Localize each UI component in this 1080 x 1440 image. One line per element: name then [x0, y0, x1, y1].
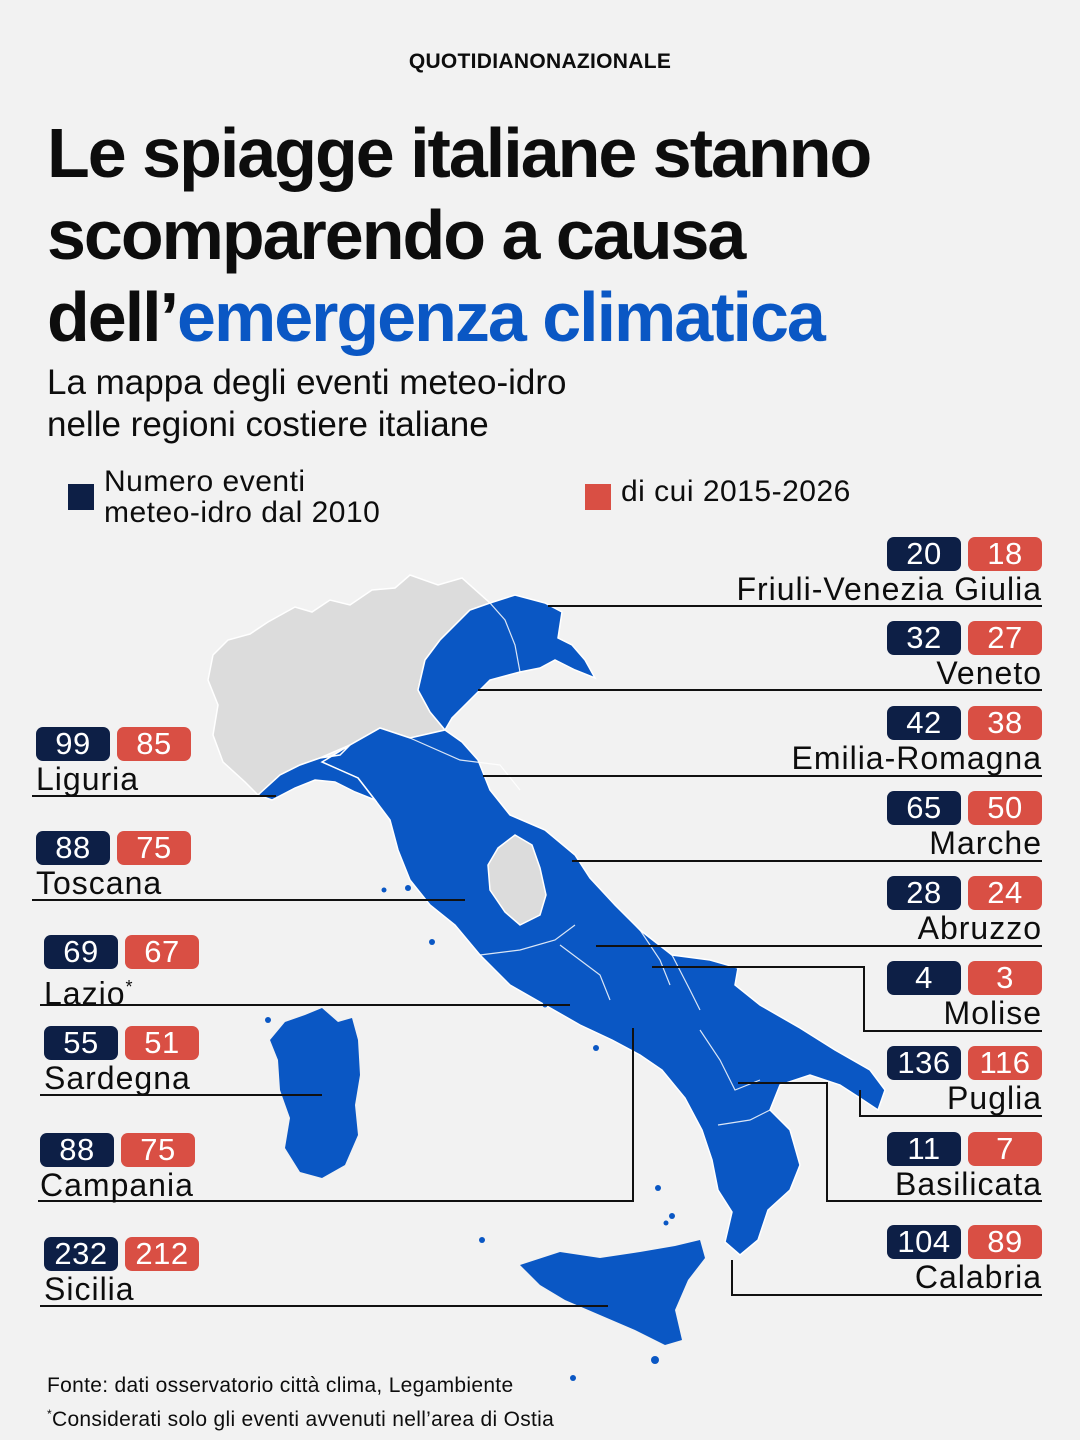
- region-label-marche: 65 50 Marche: [887, 791, 1042, 861]
- legend-total-label: Numero eventi meteo-idro dal 2010: [104, 465, 381, 529]
- map-region-liguria: [256, 744, 378, 802]
- subtitle-line-1: La mappa degli eventi meteo-idro: [47, 363, 567, 402]
- friuli-name: Friuli-Venezia Giulia: [736, 571, 1042, 607]
- sardegna-recent-badge: 51: [125, 1026, 199, 1060]
- footer-source: Fonte: dati osservatorio città clima, Le…: [47, 1374, 514, 1397]
- region-label-puglia: 136 116 Puglia: [887, 1046, 1042, 1116]
- toscana-total-badge: 88: [36, 831, 110, 865]
- liguria-total-badge: 99: [36, 727, 110, 761]
- marche-recent-badge: 50: [968, 791, 1042, 825]
- molise-name: Molise: [943, 995, 1042, 1031]
- leader-basilicata: [738, 1082, 1042, 1202]
- legend-recent-label: di cui 2015-2026: [621, 475, 851, 508]
- page-title: Le spiagge italiane stanno scomparendo a…: [47, 112, 1047, 358]
- title-line-1: Le spiagge italiane stanno: [47, 114, 872, 192]
- lazio-name: Lazio*: [44, 969, 199, 1012]
- brand-logo: QUOTIDIANONAZIONALE: [408, 50, 672, 73]
- region-label-sicilia: 232 212 Sicilia: [44, 1237, 199, 1307]
- basilicata-recent-badge: 7: [968, 1132, 1042, 1166]
- sicilia-total-badge: 232: [44, 1237, 118, 1271]
- veneto-recent-badge: 27: [968, 621, 1042, 655]
- marche-name: Marche: [929, 825, 1042, 861]
- map-region-peninsula: [320, 727, 886, 1256]
- campania-name: Campania: [40, 1167, 194, 1203]
- leader-campania: [38, 1028, 634, 1202]
- map-region-umbria: [487, 834, 547, 926]
- leader-molise: [652, 966, 1042, 1032]
- title-highlight: emergenza climatica: [177, 278, 826, 356]
- region-label-toscana: 88 75 Toscana: [36, 831, 191, 901]
- region-label-abruzzo: 28 24 Abruzzo: [887, 876, 1042, 946]
- emilia-name: Emilia-Romagna: [791, 740, 1042, 776]
- sicilia-recent-badge: 212: [125, 1237, 199, 1271]
- calabria-recent-badge: 89: [968, 1225, 1042, 1259]
- calabria-name: Calabria: [914, 1259, 1042, 1295]
- map-island-sardegna: [270, 1008, 360, 1178]
- footer: Fonte: dati osservatorio città clima, Le…: [47, 1372, 554, 1434]
- footer-note: *Considerati solo gli eventi avvenuti ne…: [47, 1400, 554, 1434]
- molise-recent-badge: 3: [968, 961, 1042, 995]
- abruzzo-name: Abruzzo: [917, 910, 1042, 946]
- map-small-islands: [265, 885, 675, 1381]
- puglia-recent-badge: 116: [968, 1046, 1042, 1080]
- legend-recent-swatch: [585, 484, 611, 510]
- region-label-sardegna: 55 51 Sardegna: [44, 1026, 199, 1096]
- sicilia-name: Sicilia: [44, 1271, 135, 1307]
- puglia-name: Puglia: [947, 1080, 1042, 1116]
- emilia-total-badge: 42: [887, 706, 961, 740]
- region-label-emilia: 42 38 Emilia-Romagna: [791, 706, 1042, 776]
- emilia-recent-badge: 38: [968, 706, 1042, 740]
- friuli-total-badge: 20: [887, 537, 961, 571]
- marche-total-badge: 65: [887, 791, 961, 825]
- subtitle: La mappa degli eventi meteo-idro nelle r…: [47, 362, 947, 446]
- footer-note-text: Considerati solo gli eventi avvenuti nel…: [51, 1408, 555, 1431]
- title-line-2: scomparendo a causa: [47, 196, 746, 274]
- lazio-total-badge: 69: [44, 935, 118, 969]
- leader-calabria: [731, 1260, 1042, 1296]
- campania-recent-badge: 75: [121, 1133, 195, 1167]
- region-label-liguria: 99 85 Liguria: [36, 727, 191, 797]
- region-label-lazio: 69 67 Lazio*: [44, 935, 199, 1012]
- abruzzo-total-badge: 28: [887, 876, 961, 910]
- veneto-total-badge: 32: [887, 621, 961, 655]
- title-line-3-prefix: dell’: [47, 278, 179, 356]
- liguria-recent-badge: 85: [117, 727, 191, 761]
- subtitle-line-2: nelle regioni costiere italiane: [47, 405, 489, 444]
- lazio-recent-badge: 67: [125, 935, 199, 969]
- sardegna-total-badge: 55: [44, 1026, 118, 1060]
- abruzzo-recent-badge: 24: [968, 876, 1042, 910]
- region-label-friuli: 20 18 Friuli-Venezia Giulia: [736, 537, 1042, 607]
- legend-total-swatch: [68, 484, 94, 510]
- leader-puglia: [859, 1090, 1042, 1117]
- region-label-veneto: 32 27 Veneto: [887, 621, 1042, 691]
- calabria-total-badge: 104: [887, 1225, 961, 1259]
- molise-total-badge: 4: [887, 961, 961, 995]
- toscana-name: Toscana: [36, 865, 163, 901]
- lazio-note-mark: *: [125, 977, 134, 997]
- sardegna-name: Sardegna: [44, 1060, 191, 1096]
- basilicata-total-badge: 11: [887, 1132, 961, 1166]
- region-label-calabria: 104 89 Calabria: [887, 1225, 1042, 1295]
- friuli-recent-badge: 18: [968, 537, 1042, 571]
- toscana-recent-badge: 75: [117, 831, 191, 865]
- veneto-name: Veneto: [936, 655, 1042, 691]
- basilicata-name: Basilicata: [895, 1166, 1042, 1202]
- campania-total-badge: 88: [40, 1133, 114, 1167]
- liguria-name: Liguria: [36, 761, 140, 797]
- lazio-name-text: Lazio: [44, 975, 126, 1012]
- footer-note-mark: *: [47, 1407, 52, 1421]
- region-label-campania: 88 75 Campania: [40, 1133, 195, 1203]
- legend-recent: di cui 2015-2026: [585, 466, 851, 510]
- map-island-sicilia: [520, 1240, 705, 1345]
- puglia-total-badge: 136: [887, 1046, 961, 1080]
- legend-total: Numero eventi meteo-idro dal 2010: [68, 466, 380, 528]
- region-label-basilicata: 11 7 Basilicata: [887, 1132, 1042, 1202]
